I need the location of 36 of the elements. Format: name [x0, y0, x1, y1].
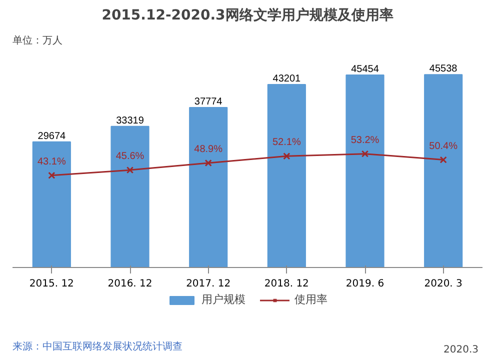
point [440, 156, 447, 164]
point [361, 150, 369, 158]
text: 单位：万人 [12, 34, 62, 46]
bar [424, 74, 463, 268]
point [48, 172, 56, 179]
data-label: 43201 [272, 74, 302, 85]
bar [110, 126, 150, 268]
source-note: 来源：中国互联网络发展状况统计调查 [12, 340, 182, 352]
point [283, 152, 290, 160]
bar [32, 141, 71, 268]
data-label: 43.1% [37, 156, 66, 168]
x-tick-label: 2017. 12 [186, 278, 231, 290]
point [204, 159, 212, 167]
data-label: 33319 [116, 115, 144, 126]
data-label: 29674 [38, 130, 66, 142]
bar [267, 84, 306, 268]
x-tick-label: 2018. 12 [264, 278, 309, 290]
data-label: 48.9% [194, 144, 223, 156]
x-tick-label: 2020. 3 [424, 278, 462, 290]
x-tick-label: 2015. 12 [29, 278, 74, 290]
x-tick-label: 2019. 6 [346, 278, 384, 290]
data-label: 52.1% [272, 137, 301, 148]
text: 2020.3 [444, 344, 479, 356]
point [126, 166, 134, 174]
data-label: 45454 [351, 64, 380, 75]
legend-label: 使用率 [294, 292, 328, 307]
data-label: 45.6% [116, 151, 144, 162]
bar [189, 107, 228, 268]
data-label: 53.2% [350, 134, 380, 146]
legend-label: 用户规模 [202, 292, 246, 307]
bar [346, 74, 384, 268]
x-tick-label: 2016. 12 [108, 278, 152, 290]
data-label: 50.4% [429, 140, 458, 152]
chart-title: 2015.12-2020.3网络文学用户规模及使用率 [102, 6, 394, 24]
data-label: 45538 [429, 64, 458, 75]
data-label: 37774 [194, 96, 223, 108]
